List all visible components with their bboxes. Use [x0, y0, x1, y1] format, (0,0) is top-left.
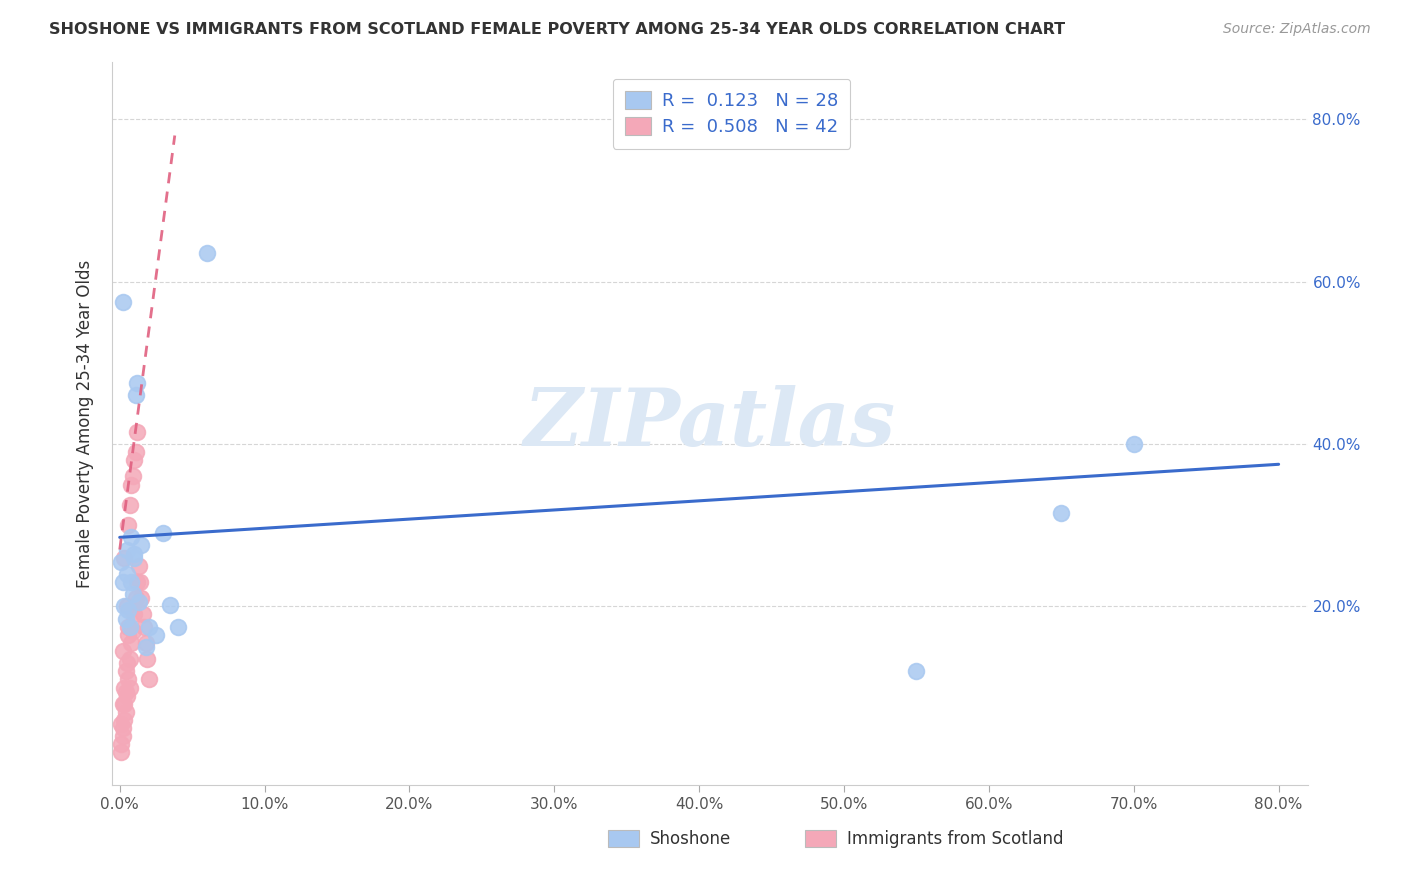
- Point: [131, 539, 153, 553]
- Point: [112, 599, 135, 614]
- Y-axis label: Female Poverty Among 25-34 Year Olds: Female Poverty Among 25-34 Year Olds: [76, 260, 94, 588]
- Point: [115, 566, 138, 581]
- Point: [111, 644, 134, 658]
- Point: [122, 547, 145, 561]
- Point: [127, 425, 149, 439]
- Point: [145, 628, 167, 642]
- Point: [136, 652, 159, 666]
- Point: [135, 636, 157, 650]
- Point: [112, 681, 135, 695]
- Point: [127, 574, 149, 589]
- Point: [132, 607, 155, 622]
- Point: [152, 526, 174, 541]
- Point: [110, 746, 132, 760]
- Point: [110, 555, 132, 569]
- Point: [159, 598, 181, 612]
- Point: [127, 376, 149, 390]
- Point: [120, 530, 142, 544]
- Point: [124, 388, 146, 402]
- Point: [122, 453, 145, 467]
- Legend: R =  0.123   N = 28, R =  0.508   N = 42: R = 0.123 N = 28, R = 0.508 N = 42: [613, 78, 851, 149]
- Text: SHOSHONE VS IMMIGRANTS FROM SCOTLAND FEMALE POVERTY AMONG 25-34 YEAR OLDS CORREL: SHOSHONE VS IMMIGRANTS FROM SCOTLAND FEM…: [49, 22, 1066, 37]
- Point: [1122, 437, 1144, 451]
- Point: [124, 445, 146, 459]
- Point: [135, 640, 157, 654]
- Point: [110, 737, 132, 751]
- Point: [120, 574, 142, 589]
- Text: Immigrants from Scotland: Immigrants from Scotland: [846, 830, 1063, 848]
- Point: [122, 550, 145, 565]
- Point: [115, 542, 138, 557]
- Point: [110, 717, 132, 731]
- Point: [138, 673, 160, 687]
- Point: [118, 620, 141, 634]
- Point: [117, 673, 139, 687]
- Point: [112, 550, 135, 565]
- Point: [111, 729, 134, 743]
- Point: [121, 624, 143, 638]
- Point: [117, 518, 139, 533]
- Point: [111, 721, 134, 735]
- Point: [114, 611, 136, 625]
- Point: [115, 656, 138, 670]
- Point: [128, 595, 150, 609]
- Point: [117, 603, 139, 617]
- Point: [115, 599, 138, 614]
- Point: [111, 294, 134, 309]
- Point: [118, 652, 141, 666]
- Point: [121, 587, 143, 601]
- Point: [118, 681, 141, 695]
- Point: [117, 628, 139, 642]
- Point: [129, 574, 152, 589]
- Point: [195, 246, 218, 260]
- Point: [122, 607, 145, 622]
- Text: Source: ZipAtlas.com: Source: ZipAtlas.com: [1223, 22, 1371, 37]
- Point: [120, 636, 142, 650]
- Point: [1050, 506, 1073, 520]
- Point: [120, 477, 142, 491]
- Point: [905, 665, 928, 679]
- Point: [134, 620, 156, 634]
- Point: [114, 665, 136, 679]
- Point: [111, 574, 134, 589]
- Point: [166, 620, 188, 634]
- Point: [111, 697, 134, 711]
- Point: [131, 591, 153, 606]
- Point: [114, 705, 136, 719]
- Point: [121, 469, 143, 483]
- Point: [112, 713, 135, 727]
- Point: [115, 689, 138, 703]
- Point: [118, 498, 141, 512]
- Text: ZIPatlas: ZIPatlas: [524, 385, 896, 462]
- Point: [124, 591, 146, 606]
- Point: [114, 684, 136, 698]
- Point: [117, 620, 139, 634]
- Point: [128, 558, 150, 573]
- Point: [112, 697, 135, 711]
- Point: [138, 620, 160, 634]
- Text: Shoshone: Shoshone: [650, 830, 731, 848]
